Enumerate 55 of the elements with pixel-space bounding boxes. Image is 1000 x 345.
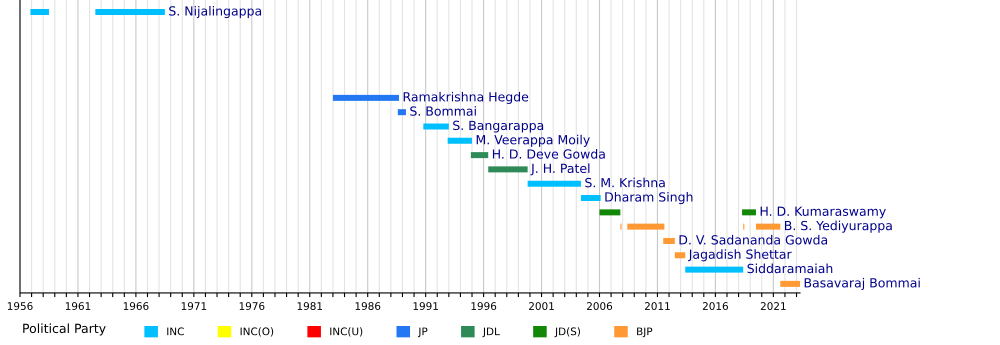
data-label: B. S. Yediyurappa: [785, 220, 892, 233]
bar: [95, 9, 165, 16]
data-label: H. D. Deve Gowda: [492, 149, 605, 159]
bar: [580, 195, 601, 202]
bar: [398, 109, 406, 116]
data-label: J. H. Patel: [530, 163, 590, 176]
x-tick-label: 1986: [356, 302, 380, 310]
x-tick-label: 2001: [529, 302, 554, 310]
bar: [30, 9, 49, 16]
legend-label: BJP: [637, 328, 652, 338]
data-label: S. Bommai: [410, 106, 476, 116]
data-label: Basavaraj Bommai: [804, 278, 920, 290]
bar: [423, 123, 449, 130]
x-tick-label: 1971: [182, 302, 206, 310]
x-tick-label: 1976: [240, 302, 264, 310]
data-label: D. V. Sadananda Gowda: [680, 234, 828, 245]
data-label: S. Bangarappa: [453, 120, 544, 133]
bar: [599, 209, 620, 216]
x-tick-label: 1991: [414, 302, 438, 310]
bar: [627, 224, 664, 230]
bar: [528, 180, 581, 187]
bar: [742, 209, 756, 216]
data-label: H. D. Kumaraswamy: [760, 206, 886, 218]
x-tick-label: 1981: [298, 302, 322, 310]
legend-label: JDL: [482, 328, 500, 338]
data-label: Jagadish Shettar: [688, 249, 792, 262]
data-label: Dharam Singh: [605, 192, 692, 204]
legend-label: INC: [167, 327, 184, 336]
bar: [780, 280, 800, 287]
x-tick-label: 1956: [8, 302, 33, 310]
legend-title: Political Party: [23, 323, 106, 336]
bar: [685, 266, 744, 273]
data-label: Ramakrishna Hegde: [404, 92, 528, 104]
bar: [448, 138, 472, 144]
data-label: S. M. Krishna: [585, 178, 665, 188]
bar: [470, 152, 488, 158]
x-tick-label: 2011: [644, 302, 670, 310]
bar: [756, 224, 780, 230]
data-label: S. Nijalingappa: [169, 6, 262, 18]
x-tick-label: 2006: [587, 302, 612, 310]
x-tick-label: 1966: [124, 302, 148, 310]
bar: [663, 238, 675, 244]
x-tick-label: 2021: [760, 302, 786, 310]
bar: [332, 94, 399, 101]
legend-label: JP: [418, 328, 428, 338]
data-label: M. Veerappa Moily: [476, 134, 590, 147]
legend-label: INC(U): [330, 327, 362, 337]
data-label: Siddaramaiah: [748, 264, 832, 274]
x-tick-label: 1961: [66, 302, 90, 310]
legend-label: JD(S): [554, 327, 580, 338]
x-tick-label: 2016: [702, 302, 728, 310]
x-tick-label: 1996: [471, 302, 496, 310]
bar: [674, 252, 686, 258]
legend-label: INC(O): [240, 327, 274, 337]
bar: [488, 166, 528, 172]
